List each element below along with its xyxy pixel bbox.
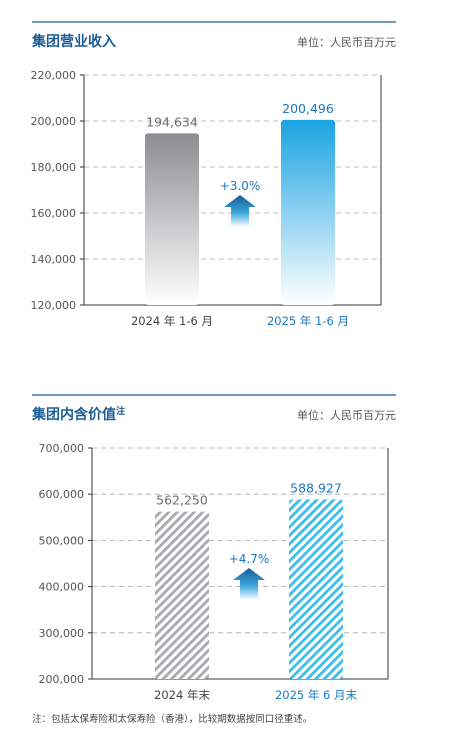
- up-arrow-icon: [224, 195, 256, 227]
- category-label-2024-end: 2024 年末: [154, 688, 210, 702]
- category-label-2025-h1: 2025 年 1-6 月: [267, 314, 349, 328]
- y-tick-label: 300,000: [39, 627, 85, 640]
- y-tick-label: 600,000: [39, 488, 85, 501]
- y-tick-label: 200,000: [39, 673, 85, 686]
- value-label-2024-h1: 194,634: [146, 114, 198, 129]
- chart-title: 集团内含价值注: [31, 405, 125, 423]
- revenue-chart: 集团营业收入 单位：人民币百万元 120,000 140,000 160,000 18…: [31, 21, 396, 328]
- unit-label: 单位：人民币百万元: [297, 35, 396, 49]
- embedded-value-chart: 集团内含价值注 单位：人民币百万元 200,000 300,000 400,000 5…: [31, 394, 396, 702]
- y-tick-label: 220,000: [31, 69, 77, 82]
- y-tick-label: 200,000: [31, 115, 77, 128]
- category-label-2025-jun-end: 2025 年 6 月末: [275, 688, 358, 702]
- y-tick-label: 120,000: [31, 299, 77, 312]
- y-tick-label: 180,000: [31, 161, 77, 174]
- growth-label: +3.0%: [220, 179, 261, 193]
- y-tick-label: 400,000: [39, 581, 85, 594]
- value-label-2025-jun-end: 588,927: [290, 480, 342, 495]
- chart-title: 集团营业收入: [31, 33, 116, 50]
- bar-2024-h1: [145, 133, 199, 305]
- value-label-2025-h1: 200,496: [282, 101, 334, 116]
- value-label-2024-end: 562,250: [156, 493, 208, 508]
- y-tick-label: 160,000: [31, 207, 77, 220]
- bar-2025-h1: [281, 119, 335, 306]
- y-tick-label: 140,000: [31, 253, 77, 266]
- bar-2025-jun-end: [289, 499, 343, 679]
- footnote: 注：包括太保寿险和太保寿险（香港），比较期数据按同口径重述。: [32, 713, 312, 725]
- unit-label: 单位：人民币百万元: [297, 408, 396, 422]
- chart-title-note-mark: 注: [116, 405, 125, 417]
- chart-title-text: 集团内含价值: [31, 406, 116, 423]
- category-label-2024-h1: 2024 年 1-6 月: [131, 314, 213, 328]
- y-tick-labels: 120,000 140,000 160,000 180,000 200,000 220,0…: [31, 69, 77, 312]
- growth-label: +4.7%: [229, 552, 270, 566]
- y-tick-label: 700,000: [39, 442, 85, 455]
- y-tick-labels: 200,000 300,000 400,000 500,000 600,000 700,0…: [39, 442, 85, 686]
- bar-2024-end: [155, 511, 209, 679]
- y-tick-label: 500,000: [39, 534, 85, 547]
- up-arrow-icon: [233, 568, 265, 600]
